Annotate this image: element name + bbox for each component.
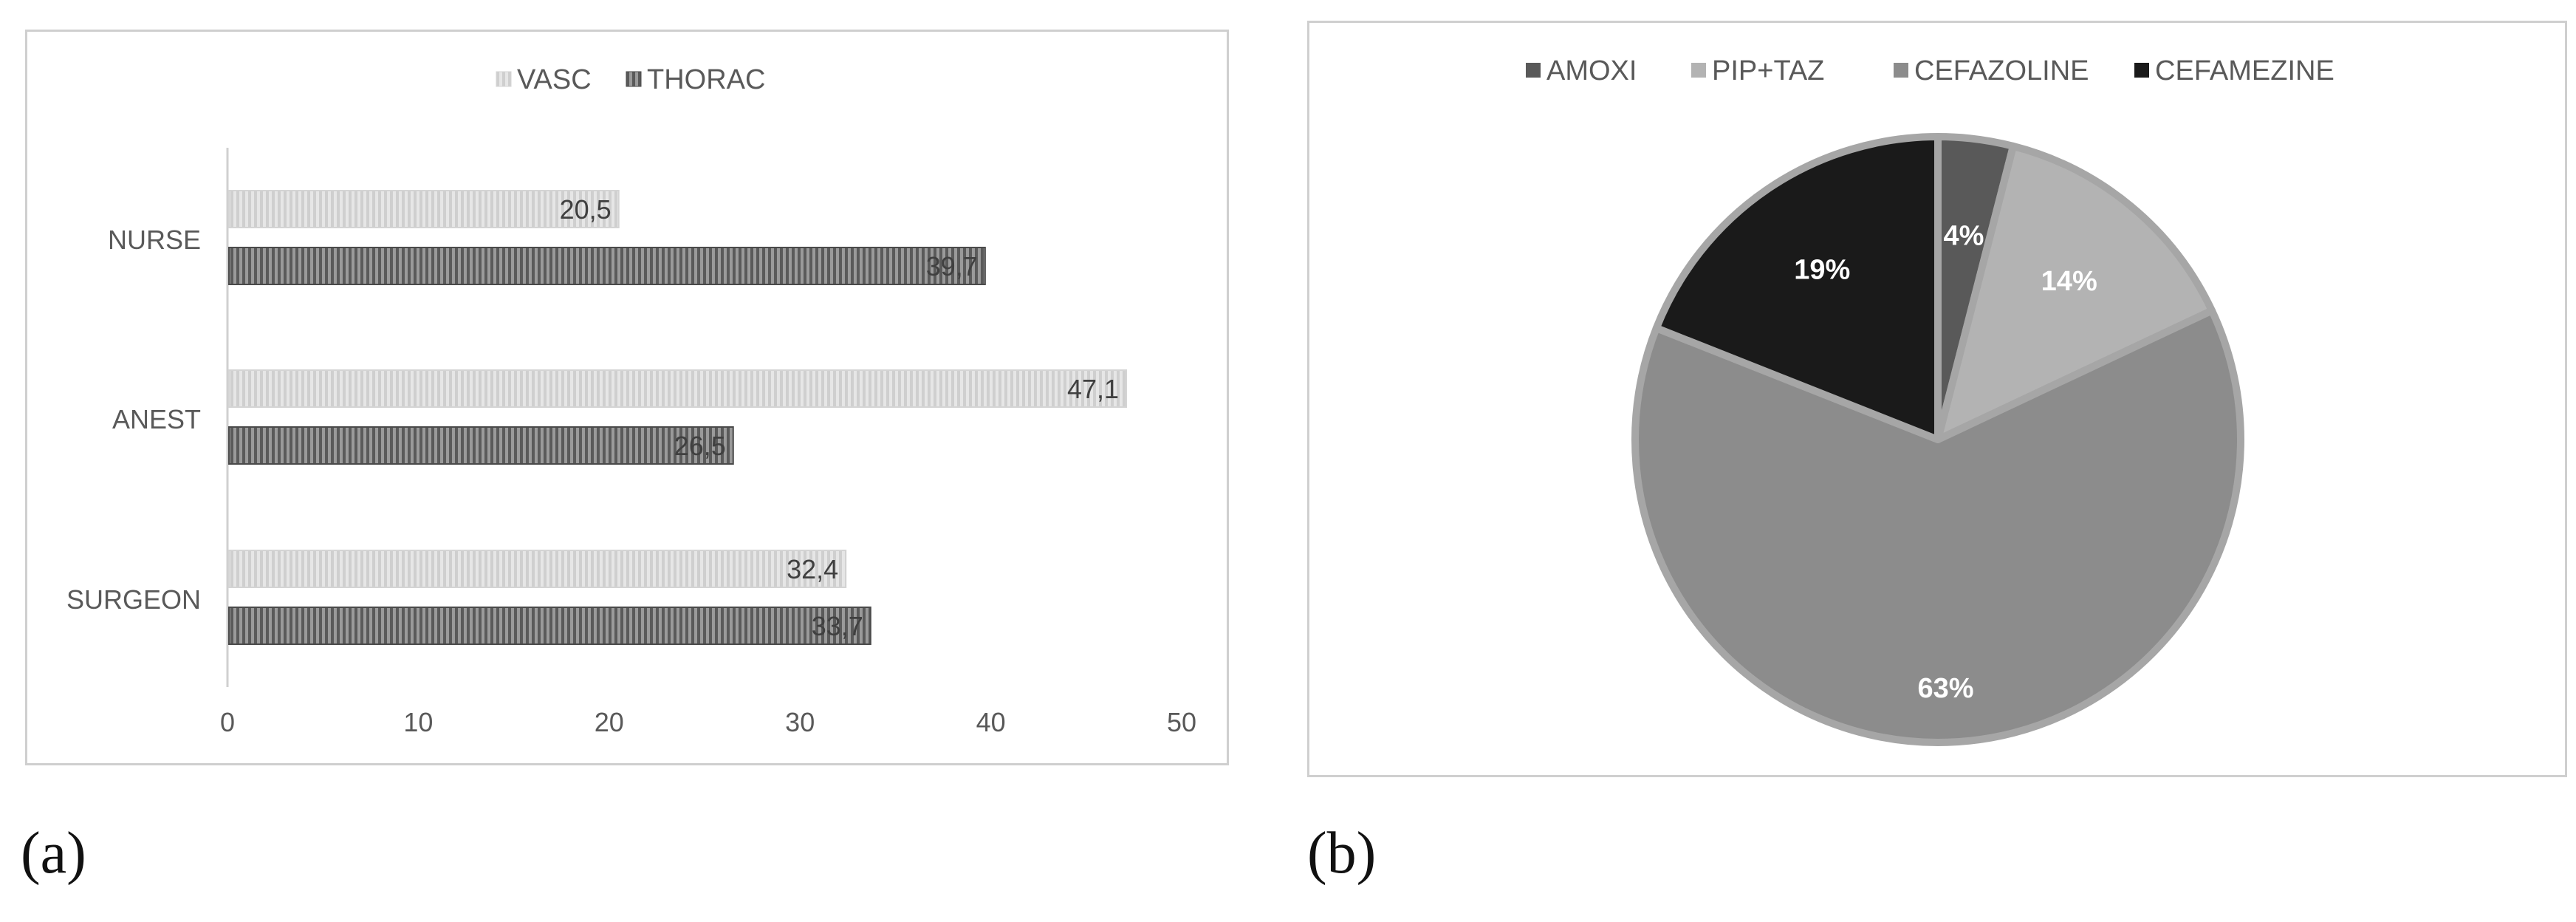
legend-label-pip-taz: PIP+TAZ bbox=[1712, 55, 1824, 86]
data-label-vasc-nurse: 20,5 bbox=[560, 194, 612, 225]
pie-slice-pip-taz bbox=[1934, 142, 2216, 443]
pie-label-amoxi: 4% bbox=[1943, 220, 1984, 251]
legend-swatch-cefamezine bbox=[2134, 63, 2149, 78]
pie-slice-cefamezine bbox=[1652, 133, 1942, 443]
x-tick-0: 0 bbox=[220, 707, 235, 737]
bar-thorac-surgeon bbox=[228, 607, 871, 645]
x-tick-10: 10 bbox=[403, 707, 433, 737]
legend-label-amoxi: AMOXI bbox=[1546, 55, 1637, 86]
pie-slice-cefazoline bbox=[1631, 307, 2244, 746]
bar-vasc-anest bbox=[228, 369, 1128, 408]
data-label-thorac-nurse: 39,7 bbox=[926, 251, 978, 281]
y-tick-anest: ANEST bbox=[112, 404, 201, 434]
bar-vasc-nurse bbox=[228, 190, 620, 228]
y-tick-nurse: NURSE bbox=[108, 225, 201, 255]
legend-swatch-thorac bbox=[626, 71, 642, 87]
legend-label-thorac: THORAC bbox=[647, 64, 765, 95]
x-tick-20: 20 bbox=[595, 707, 624, 737]
legend-swatch-amoxi bbox=[1526, 63, 1541, 78]
legend-swatch-cefazoline bbox=[1894, 63, 1908, 78]
bar-thorac-nurse bbox=[228, 247, 986, 285]
legend-swatch-pip-taz bbox=[1691, 63, 1706, 78]
x-tick-30: 30 bbox=[785, 707, 815, 737]
data-label-thorac-anest: 26,5 bbox=[674, 431, 726, 461]
pie-label-pip-taz: 14% bbox=[2041, 266, 2097, 297]
bar-vasc-surgeon bbox=[228, 550, 847, 588]
y-tick-surgeon: SURGEON bbox=[66, 584, 201, 615]
pie-label-cefazoline: 63% bbox=[1918, 673, 1974, 704]
legend-label-cefamezine: CEFAMEZINE bbox=[2155, 55, 2334, 86]
data-label-vasc-anest: 47,1 bbox=[1067, 374, 1119, 404]
legend-swatch-vasc bbox=[496, 71, 512, 87]
pie-label-cefamezine: 19% bbox=[1794, 254, 1850, 285]
legend-label-cefazoline: CEFAZOLINE bbox=[1914, 55, 2089, 86]
data-label-thorac-surgeon: 33,7 bbox=[812, 611, 863, 641]
panel-label-a: (a) bbox=[21, 821, 86, 886]
panel-label-b: (b) bbox=[1307, 821, 1377, 886]
x-tick-40: 40 bbox=[976, 707, 1006, 737]
legend-label-vasc: VASC bbox=[517, 64, 592, 95]
bar-thorac-anest bbox=[228, 426, 734, 465]
x-tick-50: 50 bbox=[1167, 707, 1196, 737]
data-label-vasc-surgeon: 32,4 bbox=[787, 554, 838, 584]
